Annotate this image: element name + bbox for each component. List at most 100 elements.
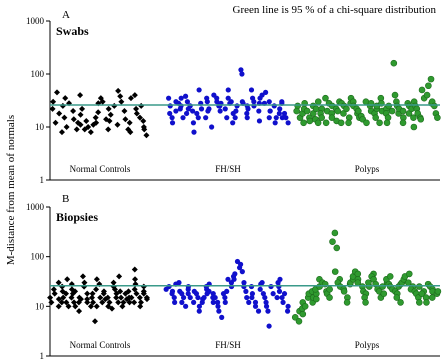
- data-point: [277, 106, 283, 112]
- data-point: [182, 93, 189, 99]
- data-point: [306, 117, 314, 125]
- data-point: [423, 299, 430, 306]
- data-point: [116, 273, 123, 280]
- data-point: [363, 119, 370, 127]
- data-point: [314, 119, 322, 127]
- data-point: [239, 269, 245, 275]
- data-point: [266, 99, 272, 105]
- data-point: [166, 283, 172, 290]
- data-point: [196, 303, 202, 309]
- data-point: [331, 229, 339, 237]
- data-point: [231, 276, 237, 282]
- data-point: [238, 67, 244, 73]
- data-point: [263, 89, 269, 95]
- category-label: Normal Controls: [70, 164, 131, 174]
- data-point: [169, 291, 175, 297]
- panel-b: 1 10 100 1000 B Biopsies Normal Controls FH/SH P…: [26, 193, 442, 361]
- data-point: [64, 276, 71, 283]
- data-point: [52, 119, 59, 126]
- data-point: [89, 290, 96, 297]
- data-point: [185, 286, 191, 292]
- data-point: [285, 120, 291, 126]
- data-point: [244, 110, 250, 117]
- data-point: [281, 291, 288, 297]
- data-point: [251, 103, 257, 109]
- data-point: [193, 291, 200, 297]
- data-point: [272, 120, 278, 126]
- data-point: [70, 116, 77, 123]
- panel-title: Swabs: [56, 24, 89, 38]
- data-point: [276, 283, 282, 290]
- data-point: [87, 129, 94, 136]
- data-point: [266, 115, 272, 121]
- data-point: [119, 303, 126, 310]
- y-tick-label: 1: [40, 351, 45, 361]
- data-point: [224, 288, 230, 294]
- data-point: [62, 95, 69, 102]
- data-point: [59, 283, 66, 290]
- data-point: [259, 280, 265, 286]
- y-tick-label: 1000: [26, 202, 45, 212]
- data-point: [131, 266, 138, 273]
- data-point: [169, 115, 175, 121]
- data-point: [262, 294, 268, 301]
- data-point: [108, 305, 115, 312]
- data-point: [118, 294, 125, 301]
- data-point: [225, 276, 231, 282]
- data-point: [115, 299, 122, 306]
- data-point: [84, 299, 91, 306]
- data-point: [228, 283, 235, 290]
- data-point: [55, 303, 62, 310]
- data-point: [90, 299, 97, 306]
- y-tick-label: 100: [31, 69, 45, 79]
- data-point: [58, 129, 65, 136]
- data-point: [251, 99, 257, 105]
- data-point: [169, 120, 176, 126]
- data-point: [217, 108, 223, 114]
- data-point: [206, 106, 212, 112]
- data-point: [58, 299, 65, 306]
- data-point: [55, 279, 62, 286]
- data-point: [372, 114, 379, 121]
- panel-a: 1 10 100 1000 A Swabs Normal Controls FH/SH Poly…: [26, 9, 441, 185]
- data-point: [322, 94, 329, 102]
- data-point: [343, 105, 350, 113]
- data-point: [277, 276, 283, 282]
- data-point: [410, 114, 417, 121]
- category-label: FH/SH: [215, 340, 241, 350]
- data-point: [111, 102, 118, 109]
- data-point: [299, 310, 307, 318]
- data-point: [184, 99, 191, 105]
- data-point: [77, 296, 84, 303]
- data-point: [225, 87, 231, 93]
- data-point: [216, 308, 222, 314]
- data-point: [61, 114, 68, 121]
- data-point: [355, 107, 362, 115]
- data-point: [126, 119, 133, 126]
- data-point: [281, 110, 288, 117]
- data-point: [140, 283, 147, 290]
- data-point: [49, 105, 56, 112]
- data-point: [107, 111, 114, 118]
- data-point: [113, 294, 120, 301]
- data-point: [127, 129, 134, 136]
- data-point: [173, 108, 179, 114]
- data-point: [93, 286, 100, 293]
- data-point: [215, 299, 221, 306]
- data-point: [180, 294, 187, 301]
- data-point: [393, 294, 401, 301]
- data-point: [133, 110, 140, 117]
- data-point: [81, 283, 88, 290]
- data-point: [206, 288, 212, 294]
- data-point: [425, 82, 432, 90]
- data-point: [117, 288, 124, 295]
- data-point: [383, 119, 391, 127]
- data-point: [76, 308, 83, 315]
- data-point: [390, 59, 398, 67]
- data-point: [331, 268, 339, 275]
- data-point: [405, 270, 413, 278]
- data-point: [333, 244, 341, 252]
- data-point: [329, 238, 336, 246]
- data-point: [171, 294, 177, 301]
